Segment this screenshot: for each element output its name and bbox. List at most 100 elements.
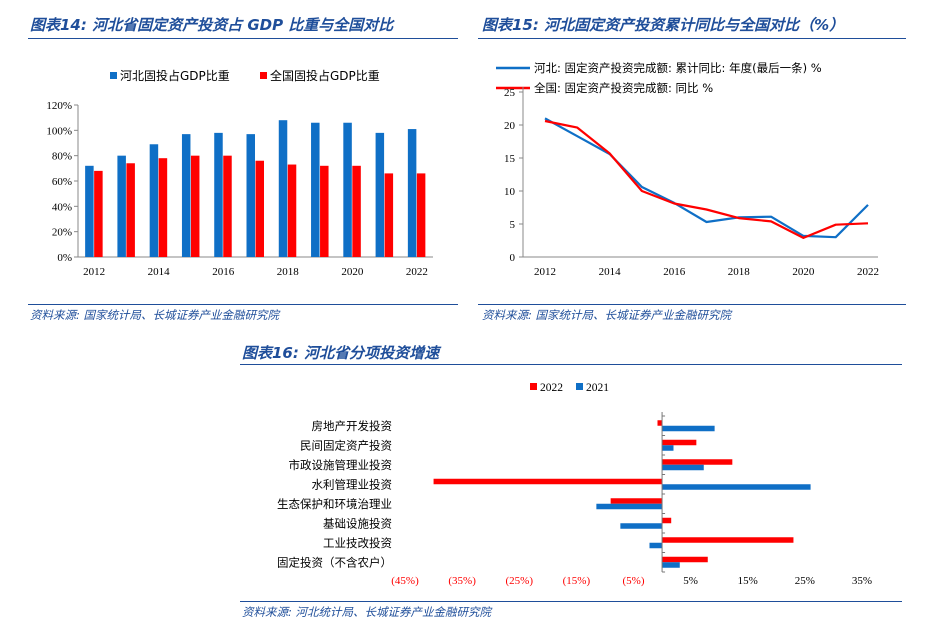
- legend-label-0: 河北固投占GDP比重: [120, 68, 230, 83]
- chart14-source-rule: [28, 304, 458, 305]
- bar-2021-7: [662, 562, 680, 568]
- bar-河北固投占GDP比重-2012: [85, 165, 94, 257]
- bar-全国固投占GDP比重-2016: [223, 155, 232, 257]
- x-tick-label: 2018: [728, 266, 751, 278]
- chart16-title: 图表16: 河北省分项投资增速: [242, 344, 440, 362]
- x-tick-label: 2022: [406, 266, 428, 278]
- x-tick-label: (5%): [623, 575, 645, 587]
- x-tick-label: 2020: [792, 266, 815, 278]
- legend-label-1: 2021: [586, 382, 609, 394]
- y-tick-label: 5: [510, 219, 516, 231]
- legend-swatch-0: [530, 383, 537, 390]
- bar-2022-4: [610, 498, 663, 504]
- y-tick-label: 25: [504, 87, 516, 99]
- x-tick-label: 2012: [83, 266, 105, 278]
- y-tick-label: 15: [504, 153, 516, 165]
- bar-2021-2: [662, 464, 704, 471]
- y-tick-label: 20: [504, 120, 516, 132]
- bar-全国固投占GDP比重-2018: [287, 164, 297, 257]
- bar-2022-2: [662, 459, 733, 465]
- y-tick-label: 100%: [46, 125, 72, 137]
- category-label: 基础设施投资: [323, 516, 392, 530]
- x-tick-label: 2022: [857, 266, 879, 278]
- bar-2022-6: [662, 537, 794, 543]
- bar-全国固投占GDP比重-2022: [416, 173, 426, 257]
- chart15-title: 图表15: 河北固定资产投资累计同比与全国对比（%）: [482, 16, 845, 34]
- x-tick-label: 2016: [212, 266, 235, 278]
- y-tick-label: 80%: [52, 151, 72, 163]
- bar-2022-3: [433, 478, 663, 485]
- series-line-0: [544, 117, 869, 239]
- bar-2021-5: [620, 523, 663, 529]
- x-tick-label: 2018: [277, 266, 300, 278]
- category-label: 水利管理业投资: [312, 477, 393, 491]
- series-line-1: [544, 119, 869, 239]
- bar-2021-6: [649, 542, 663, 549]
- chart15-source: 资料来源: 国家统计局、长城证券产业金融研究院: [482, 308, 732, 322]
- bar-全国固投占GDP比重-2021: [384, 173, 394, 257]
- legend-label-1: 全国: 固定资产投资完成额: 同比 %: [534, 81, 713, 95]
- x-tick-label: 2012: [534, 266, 556, 278]
- bar-河北固投占GDP比重-2018: [278, 120, 288, 257]
- y-tick-label: 0%: [57, 252, 72, 264]
- y-tick-label: 40%: [52, 201, 72, 213]
- legend-swatch-0: [110, 72, 117, 79]
- bar-河北固投占GDP比重-2013: [117, 155, 126, 257]
- bar-2022-5: [662, 517, 672, 524]
- category-label: 市政设施管理业投资: [289, 458, 393, 472]
- y-tick-label: 10: [504, 186, 516, 198]
- chart15-source-rule: [478, 304, 906, 305]
- category-label: 民间固定资产投资: [300, 438, 392, 452]
- x-tick-label: (35%): [448, 575, 476, 587]
- bar-2021-1: [662, 445, 674, 451]
- y-tick-label: 60%: [52, 176, 72, 188]
- bar-全国固投占GDP比重-2020: [352, 165, 361, 257]
- bar-河北固投占GDP比重-2021: [375, 132, 385, 257]
- bar-2022-0: [657, 420, 663, 426]
- chart14-source: 资料来源: 国家统计局、长城证券产业金融研究院: [30, 308, 280, 322]
- x-tick-label: 2016: [663, 266, 686, 278]
- x-tick-label: 5%: [683, 575, 698, 587]
- legend-swatch-1: [576, 383, 583, 390]
- legend-label-0: 2022: [540, 382, 563, 394]
- chart14-plot: 河北固投占GDP比重 全国固投占GDP比重 0% 20% 40% 60% 80% 100% 12…: [46, 68, 433, 278]
- bar-2021-0: [662, 425, 715, 432]
- bar-全国固投占GDP比重-2014: [158, 158, 168, 257]
- x-tick-label: 25%: [795, 575, 815, 587]
- chart16-source: 资料来源: 河北统计局、长城证券产业金融研究院: [242, 605, 492, 619]
- bar-全国固投占GDP比重-2012: [94, 170, 103, 257]
- category-label: 固定投资（不含农户）: [277, 555, 392, 569]
- x-tick-label: 15%: [738, 575, 758, 587]
- bar-全国固投占GDP比重-2013: [126, 163, 135, 257]
- y-tick-label: 0: [510, 252, 516, 264]
- bar-河北固投占GDP比重-2019: [311, 122, 320, 257]
- chart14-title-rule: [28, 38, 458, 39]
- y-tick-label: 120%: [46, 100, 72, 112]
- bar-全国固投占GDP比重-2019: [320, 165, 329, 257]
- bar-2022-7: [662, 556, 708, 563]
- chart15-plot: 河北: 固定资产投资完成额: 累计同比: 年度(最后一条) % 全国: 固定资产投…: [496, 61, 879, 278]
- chart15-title-rule: [478, 38, 906, 39]
- bar-全国固投占GDP比重-2017: [255, 160, 264, 257]
- x-tick-label: 2020: [341, 266, 364, 278]
- bar-河北固投占GDP比重-2015: [181, 134, 191, 257]
- x-tick-label: 2014: [148, 266, 171, 278]
- chart16-source-rule: [240, 601, 902, 602]
- x-tick-label: (25%): [506, 575, 534, 587]
- chart14-title: 图表14: 河北省固定资产投资占 GDP 比重与全国对比: [30, 16, 394, 34]
- category-label: 房地产开发投资: [312, 419, 393, 433]
- x-tick-label: 2014: [599, 266, 622, 278]
- legend-label-1: 全国固投占GDP比重: [270, 68, 380, 83]
- bar-全国固投占GDP比重-2015: [190, 155, 200, 257]
- bar-河北固投占GDP比重-2016: [214, 132, 223, 257]
- legend-swatch-1: [260, 72, 267, 79]
- bar-河北固投占GDP比重-2020: [343, 122, 352, 257]
- bar-河北固投占GDP比重-2022: [407, 129, 417, 257]
- chart16-plot: 2022 2021 房地产开发投资民间固定资产投资市政设施管理业投资水利管理业投资生…: [277, 382, 872, 587]
- bar-河北固投占GDP比重-2014: [149, 144, 159, 257]
- x-tick-label: 35%: [852, 575, 872, 587]
- bar-2021-3: [662, 484, 811, 490]
- category-label: 工业技改投资: [323, 536, 392, 550]
- category-label: 生态保护和环境治理业: [277, 497, 392, 511]
- chart16-title-rule: [240, 364, 902, 365]
